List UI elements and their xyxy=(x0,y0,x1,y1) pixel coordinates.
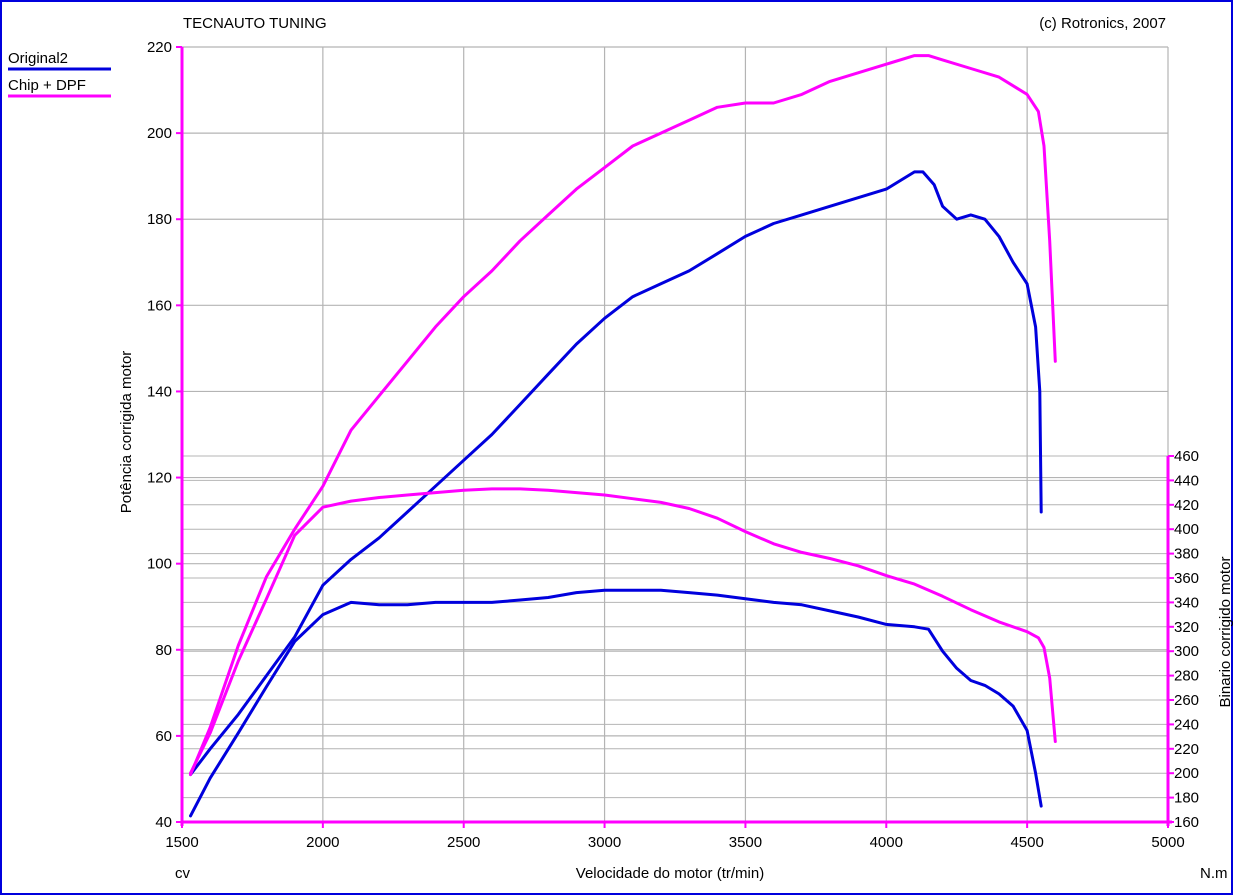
x-tick-label: 2000 xyxy=(306,834,339,851)
series-line-torque-original xyxy=(189,588,1043,818)
y-tick-left-label: 160 xyxy=(147,297,172,314)
x-tick-label: 1500 xyxy=(165,834,198,851)
labels-layer: TECNAUTO TUNING (c) Rotronics, 2007 Velo… xyxy=(118,15,1233,882)
y-tick-left-label: 40 xyxy=(155,814,172,831)
y-tick-right-label: 460 xyxy=(1174,448,1199,465)
y-tick-right-label: 280 xyxy=(1174,668,1199,685)
x-tick-label: 2500 xyxy=(447,834,480,851)
y-tick-left-label: 60 xyxy=(155,728,172,745)
y-tick-right-label: 400 xyxy=(1174,521,1199,538)
x-tick-label: 4000 xyxy=(870,834,903,851)
y-tick-left-label: 100 xyxy=(147,556,172,573)
x-tick-label: 3000 xyxy=(588,834,621,851)
series-line-power-chip xyxy=(189,54,1057,777)
legend-label: Original2 xyxy=(8,50,68,67)
y-tick-right-label: 340 xyxy=(1174,594,1199,611)
y-tick-right-label: 420 xyxy=(1174,497,1199,514)
legend-label: Chip + DPF xyxy=(8,77,86,94)
y-tick-left-label: 140 xyxy=(147,383,172,400)
y-tick-right-label: 240 xyxy=(1174,716,1199,733)
y-tick-right-label: 380 xyxy=(1174,546,1199,563)
chart-header-right: (c) Rotronics, 2007 xyxy=(1039,15,1166,32)
y-tick-right-label: 360 xyxy=(1174,570,1199,587)
series-line-power-original xyxy=(189,170,1043,777)
y-tick-left-label: 200 xyxy=(147,125,172,142)
y-tick-left-label: 180 xyxy=(147,211,172,228)
y-axis-left-label: Potência corrigida motor xyxy=(118,351,135,514)
x-tick-label: 5000 xyxy=(1151,834,1184,851)
series-line-torque-chip xyxy=(189,487,1057,775)
y-tick-right-label: 260 xyxy=(1174,692,1199,709)
y-tick-right-label: 180 xyxy=(1174,790,1199,807)
y-tick-right-label: 200 xyxy=(1174,765,1199,782)
unit-left-label: cv xyxy=(175,865,191,882)
x-tick-label: 4500 xyxy=(1010,834,1043,851)
y-tick-right-label: 300 xyxy=(1174,643,1199,660)
chart-header-left: TECNAUTO TUNING xyxy=(183,15,327,32)
y-tick-right-label: 320 xyxy=(1174,619,1199,636)
y-tick-left-label: 220 xyxy=(147,39,172,56)
axes: 1500 2000 2500 3000 3500 4000 4500 5000 40 60 80 10… xyxy=(147,39,1199,851)
y-tick-right-label: 160 xyxy=(1174,814,1199,831)
y-axis-right-label: Binario corrigido motor xyxy=(1217,557,1233,708)
unit-right-label: N.m xyxy=(1200,865,1228,882)
x-axis-label: Velocidade do motor (tr/min) xyxy=(576,865,764,882)
y-tick-left-label: 80 xyxy=(155,642,172,659)
series-layer xyxy=(189,54,1057,818)
y-tick-right-label: 220 xyxy=(1174,741,1199,758)
y-tick-left-label: 120 xyxy=(147,470,172,487)
x-tick-label: 3500 xyxy=(729,834,762,851)
legend: Original2 Chip + DPF xyxy=(8,50,111,98)
y-tick-right-label: 440 xyxy=(1174,472,1199,489)
grid-lines xyxy=(182,46,1169,822)
